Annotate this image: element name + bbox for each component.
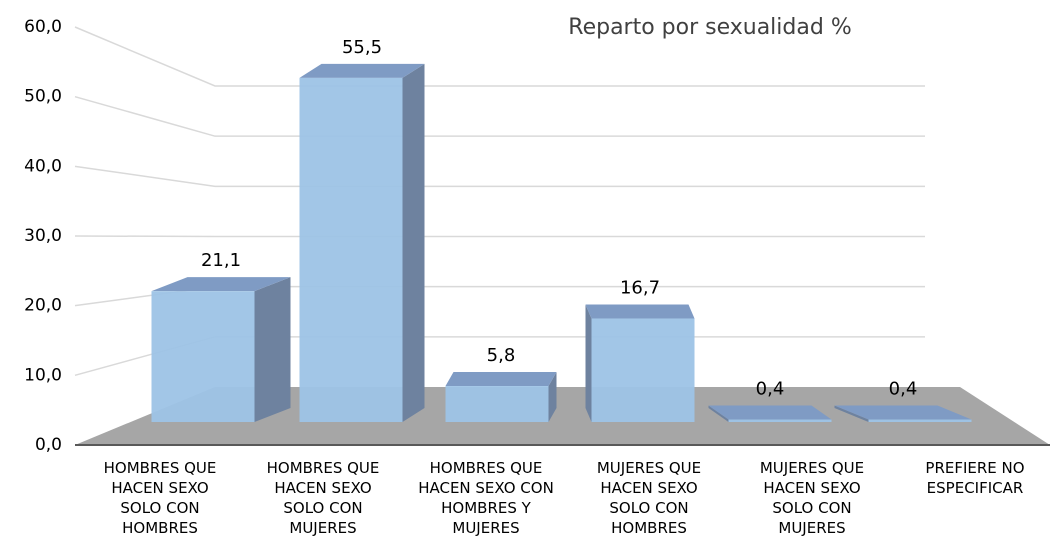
bar-front bbox=[299, 77, 403, 423]
x-tick-label: MUJERES QUE HACEN SEXO SOLO CON MUJERES bbox=[759, 459, 865, 537]
bar-top bbox=[445, 372, 557, 387]
y-tick-label: 30,0 bbox=[24, 226, 62, 246]
bar-front bbox=[868, 419, 972, 422]
y-tick-label: 60,0 bbox=[24, 17, 62, 37]
chart-title: Reparto por sexualidad % bbox=[568, 15, 851, 40]
bar bbox=[445, 372, 557, 422]
grid-line bbox=[74, 235, 925, 238]
bar-top bbox=[708, 405, 832, 420]
bar bbox=[834, 405, 972, 422]
value-label: 0,4 bbox=[756, 379, 785, 400]
x-tick-label: MUJERES QUE HACEN SEXO SOLO CON HOMBRES bbox=[596, 459, 702, 537]
y-tick-label: 0,0 bbox=[35, 435, 62, 455]
y-tick-label: 20,0 bbox=[24, 296, 62, 316]
bar-top bbox=[585, 304, 695, 319]
y-tick-label: 10,0 bbox=[24, 365, 62, 385]
value-label: 21,1 bbox=[201, 250, 241, 271]
x-tick-label: PREFIERE NO ESPECIFICAR bbox=[925, 459, 1025, 497]
bar-side bbox=[548, 372, 557, 422]
bar-front bbox=[591, 318, 695, 422]
bar-front bbox=[728, 419, 832, 422]
bar-front bbox=[151, 291, 255, 422]
value-label: 16,7 bbox=[620, 277, 660, 298]
bar-side bbox=[402, 63, 425, 423]
x-tick-label: HOMBRES QUE HACEN SEXO CON HOMBRES Y MUJ… bbox=[418, 459, 554, 537]
value-label: 0,4 bbox=[889, 379, 918, 400]
grid-line bbox=[74, 26, 925, 87]
grid-line bbox=[74, 95, 925, 137]
grid-line bbox=[74, 165, 925, 188]
x-tick-label: HOMBRES QUE HACEN SEXO SOLO CON MUJERES bbox=[266, 459, 380, 537]
bar-top bbox=[151, 277, 291, 292]
x-tick-label: HOMBRES QUE HACEN SEXO SOLO CON HOMBRES bbox=[103, 459, 217, 537]
bar bbox=[299, 63, 425, 423]
bar-side bbox=[708, 405, 729, 422]
y-tick-label: 40,0 bbox=[24, 156, 62, 176]
bar-side bbox=[834, 405, 869, 422]
bar-top bbox=[299, 63, 425, 78]
value-label: 5,8 bbox=[487, 345, 516, 366]
bar-side bbox=[585, 304, 592, 422]
bar-front bbox=[445, 386, 549, 422]
value-label: 55,5 bbox=[342, 37, 382, 58]
bar bbox=[151, 277, 291, 422]
bar-side bbox=[254, 277, 291, 422]
bar bbox=[585, 304, 695, 422]
bar bbox=[708, 405, 832, 422]
bar-top bbox=[834, 405, 972, 420]
y-tick-label: 50,0 bbox=[24, 87, 62, 107]
